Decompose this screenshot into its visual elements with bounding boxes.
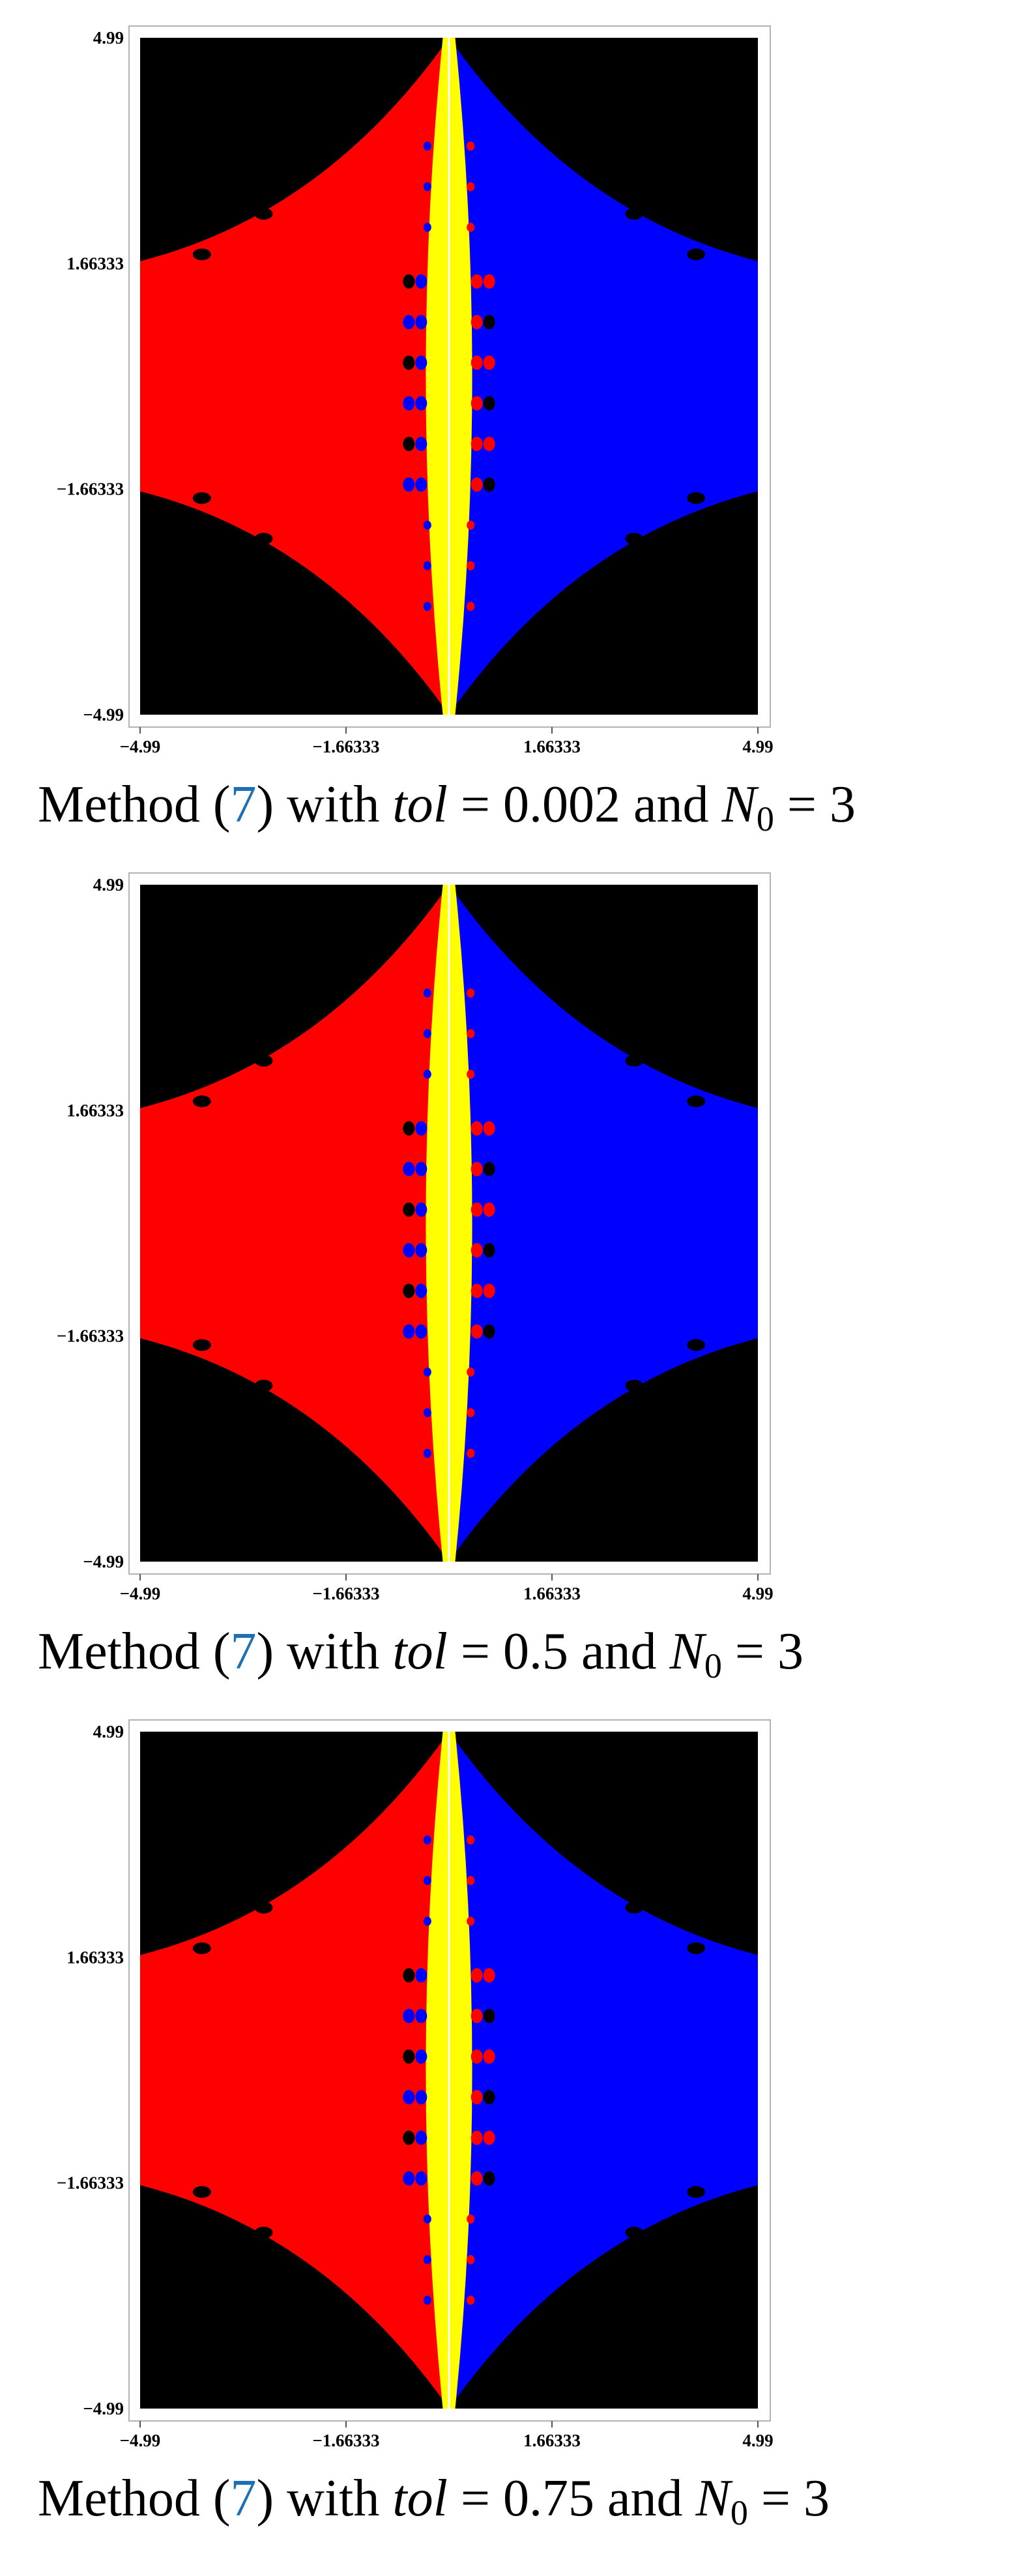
equation-reference-link[interactable]: 7 <box>230 2470 257 2527</box>
blue-basin <box>449 38 758 715</box>
basin-plot: −4.99 −1.66333 1.66333 4.99 4.99 1.66333 −1.66… <box>0 0 1014 769</box>
blue-basin <box>449 885 758 1562</box>
x-tick-label: −1.66333 <box>312 2431 379 2450</box>
figure-panel-2: −4.99 −1.66333 1.66333 4.99 4.99 1.66333 −1.66… <box>0 847 1014 1694</box>
red-basin <box>140 38 449 715</box>
basin-regions <box>140 1732 758 2409</box>
x-tick-label: 4.99 <box>742 1584 773 1603</box>
figure-panel-3: −4.99 −1.66333 1.66333 4.99 4.99 1.66333 −1.66… <box>0 1694 1014 2541</box>
y-tick-label: 1.66333 <box>66 1100 124 1120</box>
basin-regions <box>140 885 758 1562</box>
plot-frame <box>128 872 771 1575</box>
x-tick-label: 4.99 <box>742 2431 773 2450</box>
x-tick-label: 1.66333 <box>523 1584 581 1603</box>
figure-caption: Method (7) with tol = 0.75 and N0 = 3 <box>38 2470 830 2532</box>
figure-caption: Method (7) with tol = 0.002 and N0 = 3 <box>38 776 856 838</box>
x-tick-label: 1.66333 <box>523 2431 581 2450</box>
red-basin <box>140 1732 449 2409</box>
y-tick-label: 4.99 <box>93 875 124 894</box>
basin-plot: −4.99 −1.66333 1.66333 4.99 4.99 1.66333 −1.66… <box>0 1694 1014 2463</box>
equation-reference-link[interactable]: 7 <box>230 776 257 833</box>
x-tick-label: −1.66333 <box>312 1584 379 1603</box>
red-basin <box>140 885 449 1562</box>
figure-panel-1: −4.99 −1.66333 1.66333 4.99 4.99 1.66333 −1.66… <box>0 0 1014 847</box>
y-tick-label: 1.66333 <box>66 1947 124 1967</box>
x-tick-label: −4.99 <box>120 2431 161 2450</box>
y-tick-label: −4.99 <box>83 705 124 724</box>
x-tick-label: 4.99 <box>742 737 773 756</box>
y-tick-label: −4.99 <box>83 2399 124 2418</box>
equation-reference-link[interactable]: 7 <box>230 1623 257 1680</box>
blue-basin <box>449 1732 758 2409</box>
basin-plot: −4.99 −1.66333 1.66333 4.99 4.99 1.66333 −1.66… <box>0 847 1014 1616</box>
y-tick-label: 4.99 <box>93 28 124 48</box>
y-tick-label: −1.66333 <box>57 2173 124 2193</box>
x-tick-label: −4.99 <box>120 737 161 756</box>
basin-regions <box>140 38 758 715</box>
plot-frame <box>128 1719 771 2422</box>
x-tick-label: −1.66333 <box>312 737 379 756</box>
fractal-boundary-blobs <box>192 1835 706 2305</box>
y-tick-label: −1.66333 <box>57 479 124 499</box>
fractal-boundary-blobs <box>192 141 706 611</box>
figure-caption: Method (7) with tol = 0.5 and N0 = 3 <box>38 1623 804 1685</box>
y-tick-label: −1.66333 <box>57 1326 124 1346</box>
plot-frame <box>128 25 771 728</box>
y-tick-label: 1.66333 <box>66 253 124 273</box>
y-tick-label: 4.99 <box>93 1722 124 1741</box>
x-tick-label: −4.99 <box>120 1584 161 1603</box>
y-tick-label: −4.99 <box>83 1552 124 1571</box>
fractal-boundary-blobs <box>192 988 706 1458</box>
x-tick-label: 1.66333 <box>523 737 581 756</box>
